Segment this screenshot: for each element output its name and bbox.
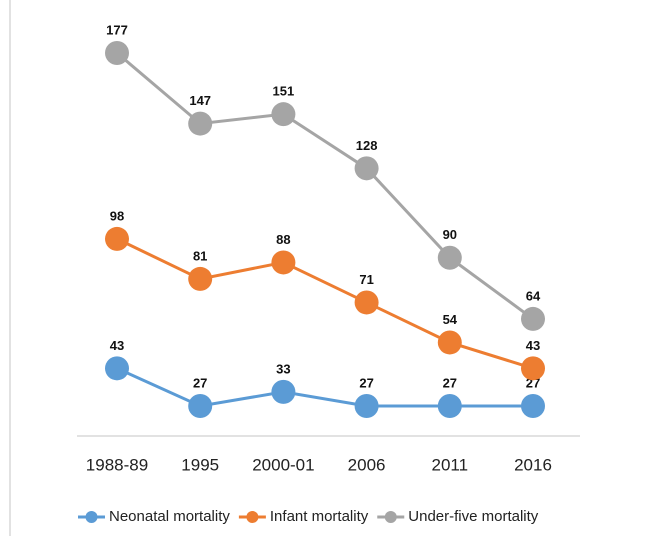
data-point <box>437 330 462 355</box>
legend-label: Infant mortality <box>270 508 369 525</box>
x-tick-label: 2000-01 <box>252 455 314 474</box>
data-label: 147 <box>189 93 211 108</box>
x-tick-label: 1988-89 <box>86 455 148 474</box>
data-point <box>521 394 545 418</box>
data-point <box>271 102 296 127</box>
data-point <box>271 379 296 404</box>
data-point <box>521 356 545 381</box>
series-line <box>116 51 534 321</box>
legend-marker <box>246 511 259 523</box>
data-point <box>105 356 129 381</box>
data-label: 151 <box>273 84 295 99</box>
data-label: 27 <box>193 375 207 390</box>
data-point <box>188 111 213 136</box>
data-point <box>354 156 379 181</box>
data-label: 90 <box>443 227 457 242</box>
data-label: 33 <box>276 361 290 376</box>
data-point <box>354 290 379 315</box>
data-point <box>437 245 462 270</box>
data-label: 177 <box>106 22 128 37</box>
legend-label: Neonatal mortality <box>109 508 230 525</box>
legend-label: Under-five mortality <box>408 508 539 525</box>
data-point <box>271 250 296 275</box>
data-label: 43 <box>526 338 540 353</box>
data-point <box>188 266 213 291</box>
data-label: 27 <box>443 375 457 390</box>
data-label: 64 <box>526 288 541 303</box>
x-tick-label: 1995 <box>181 455 219 474</box>
data-label: 54 <box>443 312 458 327</box>
x-tick-label: 2011 <box>432 455 469 474</box>
series-line <box>116 366 533 408</box>
data-point <box>105 226 129 251</box>
data-point <box>354 394 379 418</box>
data-label: 27 <box>359 375 373 390</box>
legend-marker <box>85 511 98 523</box>
data-label: 43 <box>110 338 124 353</box>
x-tick-label: 2016 <box>514 455 552 474</box>
data-point <box>521 306 545 331</box>
data-label: 71 <box>359 272 373 287</box>
data-point <box>437 394 462 418</box>
data-label: 128 <box>356 138 378 153</box>
data-label: 98 <box>110 208 124 223</box>
legend-marker <box>384 511 397 523</box>
data-point <box>105 41 129 65</box>
data-label: 88 <box>276 232 290 247</box>
data-point <box>188 394 213 418</box>
series-line <box>116 237 534 370</box>
data-label: 81 <box>193 248 207 263</box>
x-tick-label: 2006 <box>348 455 386 474</box>
